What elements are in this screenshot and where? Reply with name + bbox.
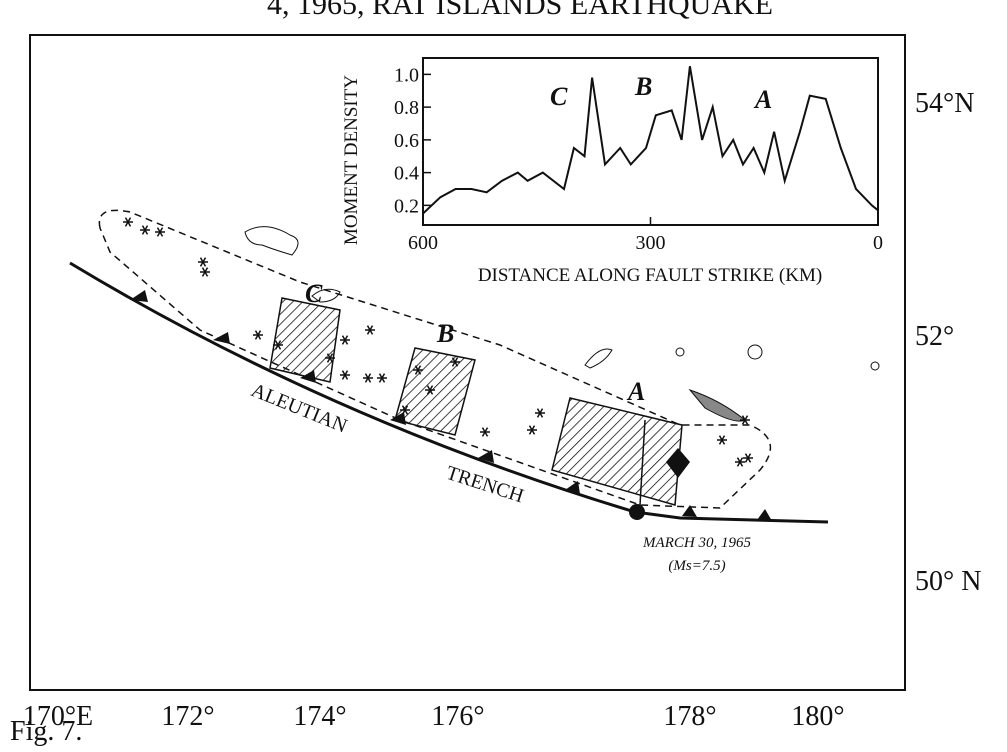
zone-label: C [305,279,323,308]
y-label: 54°N [915,88,974,119]
aftershock [140,225,150,235]
peak-label: C [550,82,568,111]
aftershock-stroke [414,365,422,375]
zone-label: B [436,319,454,348]
aftershock-stroke [451,357,459,367]
zone-label: A [626,377,645,406]
aftershock [325,353,335,363]
aftershock [123,217,133,227]
aftershock-stroke [199,257,207,267]
y-tick-label: 1.0 [394,64,419,86]
aftershock [340,335,350,345]
aftershock [480,427,490,437]
aftershock [273,340,283,350]
aftershock-stroke [341,370,349,380]
caption: Fig. 7. [10,716,82,747]
aftershock-stroke [481,427,489,437]
aftershock-stroke [341,335,349,345]
island [584,348,613,369]
island [675,347,685,357]
rupture-zone [551,397,683,506]
aftershock-stroke [366,325,374,335]
peak-label: B [634,72,652,101]
aftershock-stroke [156,227,164,237]
rupture-zone [394,347,476,436]
aftershock [200,267,210,277]
x-label: 170°E [23,701,93,732]
island [747,344,763,360]
aftershock [253,330,263,340]
trench-label: ALEUTIAN [248,379,350,437]
event-magnitude: (Ms=7.5) [668,558,725,574]
aftershock [340,370,350,380]
rupture-zone [269,297,341,383]
aftershock [527,425,537,435]
moment-density-line [422,66,879,215]
inset-y-label: MOMENT DENSITY [341,75,362,245]
y-label: 50° N [915,566,981,597]
x-tick-label: 600 [408,232,438,254]
island [688,388,746,422]
trench-teeth [130,290,772,521]
island [244,226,299,256]
aftershock [400,405,410,415]
event-epicenter [666,448,690,478]
trench-label: TRENCH [443,462,526,508]
y-tick-label: 0.2 [394,195,419,217]
aftershock [535,408,545,418]
x-tick-label: 300 [636,232,666,254]
x-label: 178° [663,701,716,732]
aftershock [413,365,423,375]
aftershock-stroke [401,405,409,415]
event-label: MARCH 30, 1965 [642,535,751,551]
trench [69,261,829,524]
aftershock [365,325,375,335]
aftershock [198,257,208,267]
aftershock-stroke [364,373,372,383]
aftershock-stroke [274,340,282,350]
aftershock-stroke [718,435,726,445]
island [311,288,341,303]
aftershock [717,435,727,445]
island [870,361,880,371]
aftershock-stroke [528,425,536,435]
aftershock-stroke [141,225,149,235]
aftershock-stroke [254,330,262,340]
aftershock-stroke [536,408,544,418]
y-tick-label: 0.4 [394,163,419,185]
zone-divider [639,419,646,506]
aftershock [740,415,750,425]
aftershock [450,357,460,367]
y-tick-label: 0.6 [394,130,419,152]
title: 4, 1965, RAT ISLANDS EARTHQUAKE [267,0,773,21]
x-label: 176° [431,701,484,732]
aftershock-stroke [736,457,744,467]
aftershock-stroke [124,217,132,227]
y-tick-label: 0.8 [394,97,419,119]
map-frame [29,34,906,691]
aftershock [363,373,373,383]
inset-x-label: DISTANCE ALONG FAULT STRIKE (KM) [478,265,822,286]
x-label: 172° [161,701,214,732]
x-label: 174° [293,701,346,732]
epicenter [629,504,645,520]
aftershock-stroke [744,453,752,463]
y-label: 52° [915,321,954,352]
aftershock-stroke [426,385,434,395]
aftershock-zone [98,209,772,509]
aftershock [735,457,745,467]
peak-label: A [753,85,772,114]
x-tick-label: 0 [873,232,883,254]
aftershock-stroke [378,373,386,383]
aftershock [155,227,165,237]
aftershock-stroke [326,353,334,363]
aftershock [425,385,435,395]
aftershock [743,453,753,463]
aftershock [377,373,387,383]
x-label: 180° [791,701,844,732]
aftershock-stroke [201,267,209,277]
aftershock-stroke [741,415,749,425]
